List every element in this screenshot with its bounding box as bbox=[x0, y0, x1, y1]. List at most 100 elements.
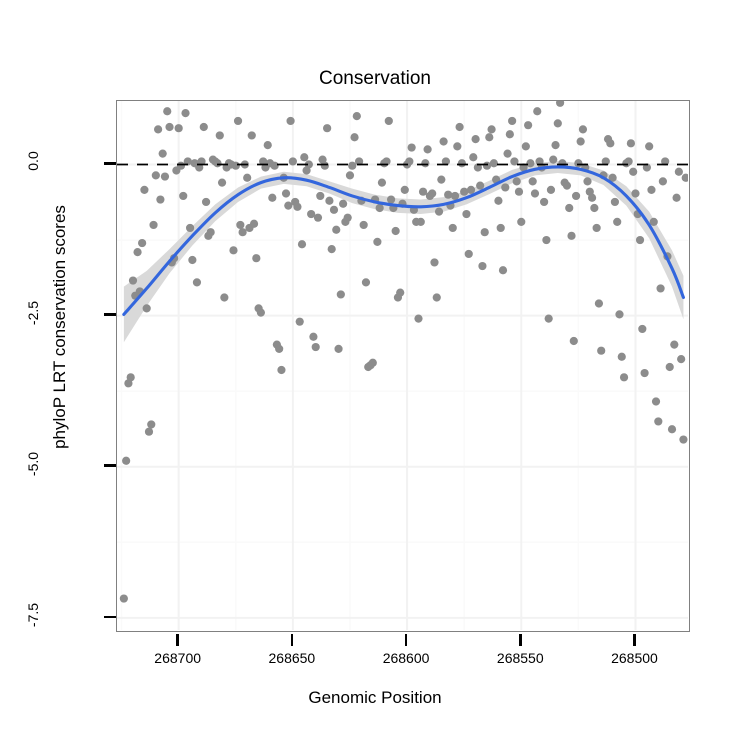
scatter-point bbox=[156, 195, 165, 204]
scatter-point bbox=[649, 217, 658, 227]
scatter-point bbox=[430, 258, 439, 267]
scatter-point bbox=[464, 249, 473, 259]
scatter-point bbox=[391, 226, 400, 236]
scatter-point bbox=[284, 201, 293, 210]
scatter-point bbox=[629, 167, 638, 176]
scatter-point bbox=[343, 213, 352, 222]
scatter-point bbox=[546, 185, 556, 194]
scatter-point bbox=[396, 288, 405, 297]
scatter-point bbox=[601, 157, 610, 166]
scatter-point bbox=[386, 195, 396, 204]
scatter-point bbox=[457, 159, 466, 168]
scatter-point bbox=[480, 228, 489, 237]
scatter-point bbox=[414, 314, 423, 323]
scatter-point bbox=[576, 137, 585, 146]
scatter-point bbox=[382, 157, 391, 166]
scatter-point bbox=[247, 131, 256, 140]
scatter-point bbox=[597, 346, 606, 355]
scatter-point bbox=[478, 261, 487, 271]
scatter-point bbox=[592, 223, 601, 233]
x-tick-mark bbox=[404, 634, 408, 646]
scatter-point bbox=[165, 122, 174, 132]
scatter-point bbox=[192, 278, 202, 287]
scatter-point bbox=[119, 594, 128, 603]
scatter-point bbox=[185, 223, 195, 233]
scatter-point bbox=[510, 157, 519, 166]
scatter-point bbox=[562, 181, 572, 190]
scatter-point bbox=[661, 157, 670, 166]
scatter-point bbox=[416, 217, 425, 227]
scatter-point bbox=[441, 157, 450, 166]
scatter-point bbox=[201, 197, 211, 207]
scatter-point bbox=[345, 171, 355, 180]
scatter-point bbox=[350, 133, 359, 142]
scatter-point bbox=[281, 189, 291, 198]
scatter-point bbox=[174, 124, 183, 133]
scatter-point bbox=[626, 139, 635, 148]
scatter-point bbox=[313, 213, 323, 222]
scatter-point bbox=[450, 191, 460, 201]
scatter-point bbox=[263, 141, 272, 150]
scatter-point bbox=[407, 143, 416, 152]
scatter-point bbox=[256, 308, 265, 317]
scatter-point bbox=[642, 163, 651, 172]
scatter-point bbox=[384, 116, 393, 126]
scatter-point bbox=[544, 314, 553, 323]
scatter-point bbox=[553, 119, 562, 128]
scatter-point bbox=[329, 205, 339, 214]
scatter-point bbox=[521, 142, 530, 151]
scatter-point bbox=[421, 159, 430, 168]
scatter-point bbox=[476, 181, 485, 190]
y-tick-label: -5.0 bbox=[25, 451, 41, 476]
scatter-point bbox=[453, 142, 462, 151]
scatter-point bbox=[277, 365, 286, 375]
scatter-point bbox=[651, 397, 661, 406]
scatter-point bbox=[252, 254, 261, 263]
x-tick-label: 268700 bbox=[154, 650, 202, 666]
y-tick-mark bbox=[104, 162, 116, 165]
loess-smooth-line bbox=[122, 165, 685, 316]
x-tick-mark bbox=[518, 634, 522, 646]
y-axis-title: phyloP LRT conservation scores bbox=[50, 205, 69, 449]
scatter-point bbox=[423, 145, 432, 154]
scatter-point bbox=[323, 124, 332, 133]
scatter-point bbox=[179, 191, 188, 201]
scatter-point bbox=[293, 202, 302, 211]
scatter-point bbox=[569, 336, 578, 346]
scatter-point bbox=[587, 193, 597, 202]
scatter-point bbox=[311, 342, 320, 352]
scatter-point bbox=[197, 157, 206, 166]
scatter-point bbox=[352, 112, 361, 121]
scatter-point bbox=[359, 220, 368, 230]
scatter-point bbox=[154, 125, 163, 134]
scatter-point bbox=[149, 220, 158, 230]
scatter-point bbox=[496, 223, 505, 233]
scatter-point bbox=[300, 153, 309, 162]
scatter-point bbox=[439, 137, 448, 146]
scatter-point bbox=[608, 173, 617, 182]
scatter-point bbox=[503, 149, 512, 158]
plot-panel bbox=[116, 100, 690, 632]
scatter-point bbox=[327, 245, 336, 254]
x-axis-title: Genomic Position bbox=[308, 688, 442, 707]
scatter-point bbox=[355, 157, 364, 166]
scatter-point bbox=[460, 187, 469, 196]
y-tick-label: -2.5 bbox=[25, 300, 41, 325]
scatter-point bbox=[147, 420, 156, 429]
scatter-point bbox=[286, 116, 295, 126]
scatter-point bbox=[434, 207, 444, 216]
scatter-point bbox=[348, 161, 357, 170]
scatter-point bbox=[432, 293, 441, 302]
scatter-point bbox=[658, 177, 667, 186]
scatter-point bbox=[519, 163, 528, 172]
scatter-point bbox=[437, 175, 446, 184]
scatter-point bbox=[268, 193, 277, 202]
scatter-point bbox=[309, 332, 318, 341]
scatter-point bbox=[489, 159, 498, 168]
scatter-point bbox=[448, 223, 457, 233]
scatter-point bbox=[128, 276, 138, 285]
scatter-point bbox=[501, 183, 510, 192]
scatter-point bbox=[140, 185, 149, 194]
scatter-point bbox=[583, 177, 592, 186]
scatter-point bbox=[670, 340, 679, 349]
